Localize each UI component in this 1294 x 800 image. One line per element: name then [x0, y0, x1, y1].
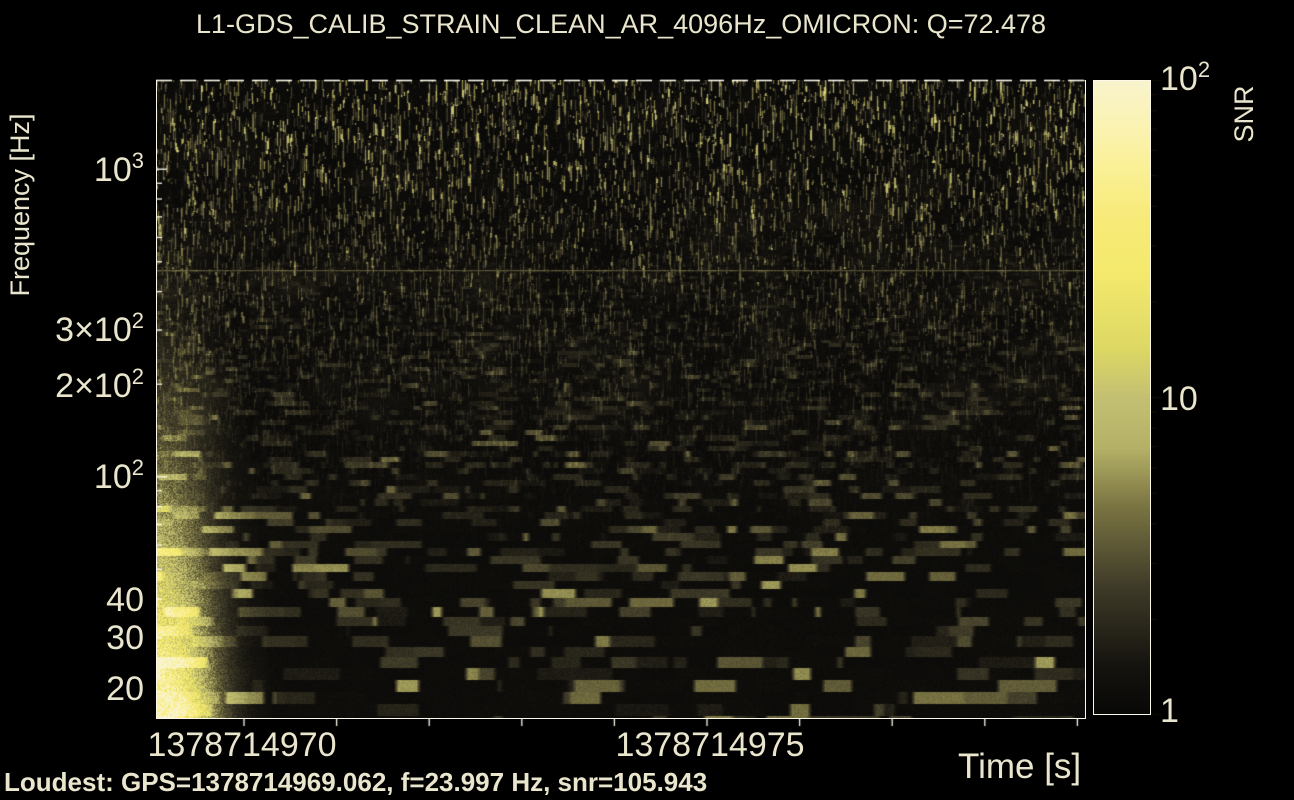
- svg-text:SNR: SNR: [1229, 85, 1259, 142]
- svg-text:Frequency [Hz]: Frequency [Hz]: [5, 113, 35, 296]
